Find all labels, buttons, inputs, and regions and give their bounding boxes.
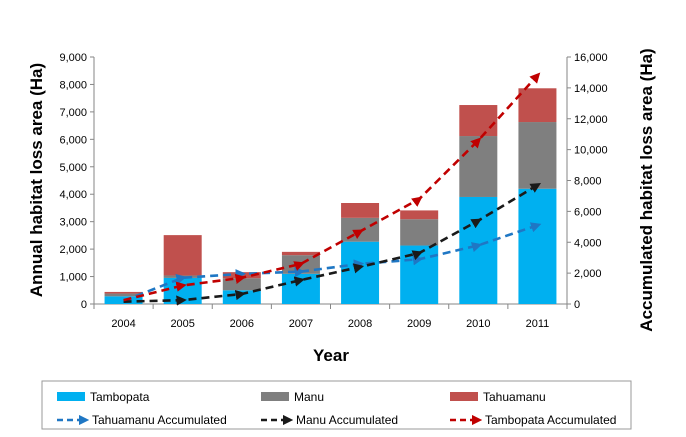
legend-swatch: [57, 392, 85, 401]
y2-tick-label: 2,000: [574, 268, 602, 280]
y2-tick-label: 14,000: [574, 83, 608, 95]
legend-box: [41, 380, 632, 430]
y2-tick-label: 8,000: [574, 176, 602, 188]
legend-label: Tambopata Accumulated: [485, 413, 616, 427]
legend: Tambopata Manu Tahuamanu Tahuamanu Accumula…: [41, 380, 632, 430]
bar-manu: [104, 293, 143, 297]
legend-swatch: [450, 392, 478, 401]
y2-tick-label: 16,000: [574, 52, 608, 64]
x-tick-label: 2010: [466, 318, 490, 330]
x-tick-label: 2009: [407, 318, 431, 330]
y-tick-label: 6,000: [59, 134, 87, 146]
y2-tick-label: 0: [574, 299, 580, 311]
x-tick-label: 2004: [111, 318, 135, 330]
legend-label: Manu Accumulated: [296, 413, 398, 427]
bar-tahuamanu: [400, 210, 439, 220]
x-tick-label: 2006: [230, 318, 254, 330]
y2-tick-label: 12,000: [574, 114, 608, 126]
legend-label: Tambopata: [90, 390, 150, 404]
y-tick-label: 2,000: [59, 244, 87, 256]
bar-tambopata: [518, 188, 557, 304]
bar-tahuamanu: [341, 203, 380, 218]
bar-manu: [518, 122, 557, 189]
x-tick-label: 2011: [526, 318, 550, 330]
line-tambopata-accumulated: [123, 72, 541, 302]
bar-manu: [341, 217, 380, 242]
y-tick-label: 7,000: [59, 107, 87, 119]
bar-tahuamanu: [104, 291, 143, 294]
y-tick-label: 3,000: [59, 217, 87, 229]
bar-tahuamanu: [281, 251, 320, 256]
legend-label: Tahuamanu: [483, 390, 546, 404]
y2-tick-label: 4,000: [574, 237, 602, 249]
x-axis-title: Year: [313, 346, 349, 365]
x-tick-label: 2005: [170, 318, 194, 330]
bar-tambopata: [222, 290, 261, 304]
x-tick-label: 2007: [289, 318, 313, 330]
bar-tambopata: [281, 273, 320, 304]
y-tick-label: 8,000: [59, 79, 87, 91]
y2-tick-label: 6,000: [574, 206, 602, 218]
legend-label: Manu: [294, 390, 324, 404]
bar-tambopata: [341, 241, 380, 304]
y2-axis-title: Accumulated habitat loss area (Ha): [637, 48, 656, 331]
plot-area: 0 1,000 2,000 3,000 4,000 5,000 6,000 7,000 8,00…: [59, 52, 607, 330]
y-tick-label: 5,000: [59, 162, 87, 174]
legend-swatch: [261, 392, 289, 401]
y-tick-label: 1,000: [59, 272, 87, 284]
y-tick-label: 0: [81, 299, 87, 311]
legend-label: Tahuamanu Accumulated: [92, 413, 227, 427]
y-axis-title: Annual habitat loss area (Ha): [27, 63, 46, 297]
x-tick-label: 2008: [348, 318, 372, 330]
bar-tahuamanu: [163, 235, 202, 276]
bar-manu: [163, 275, 202, 278]
bar-manu: [459, 136, 498, 197]
y2-tick-label: 10,000: [574, 145, 608, 157]
bar-manu: [400, 219, 439, 246]
y-tick-label: 4,000: [59, 189, 87, 201]
y-tick-label: 9,000: [59, 52, 87, 64]
bar-tahuamanu: [518, 88, 557, 123]
bar-tahuamanu: [459, 105, 498, 137]
